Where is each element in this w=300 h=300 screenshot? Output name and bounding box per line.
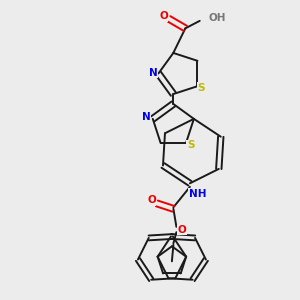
Text: N: N [142, 112, 151, 122]
Text: O: O [159, 11, 168, 21]
Text: S: S [198, 83, 205, 93]
Text: O: O [147, 195, 156, 206]
Text: N: N [148, 68, 158, 78]
Text: S: S [187, 140, 194, 150]
Text: O: O [177, 225, 186, 235]
Text: NH: NH [189, 189, 206, 199]
Text: OH: OH [208, 14, 226, 23]
